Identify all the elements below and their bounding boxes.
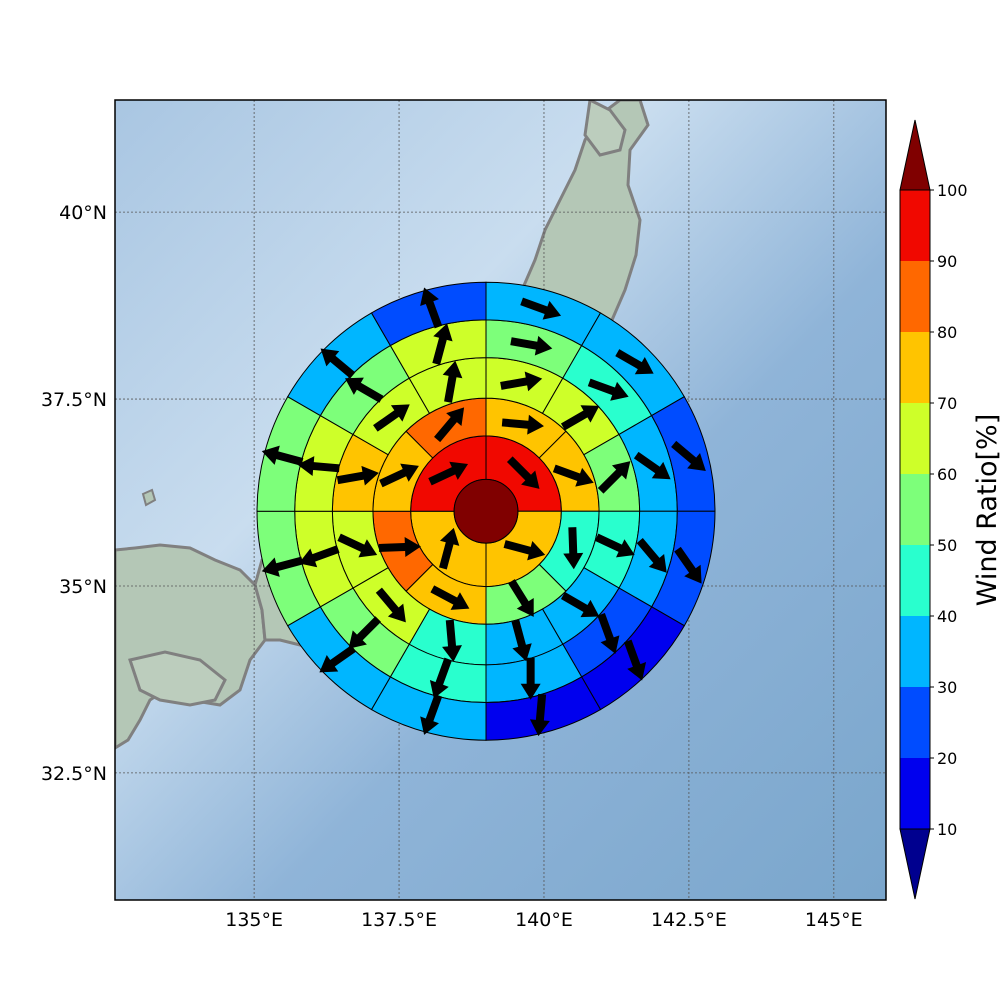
wind-arrow bbox=[261, 445, 304, 466]
wind-arrow bbox=[336, 465, 379, 486]
wind-arrow bbox=[633, 451, 671, 480]
wind-arrow bbox=[563, 527, 584, 570]
wind-arrow bbox=[298, 545, 340, 568]
wind-arrow bbox=[511, 619, 532, 662]
colorbar-tick-label: 20 bbox=[937, 749, 957, 768]
wind-arrow bbox=[261, 556, 304, 577]
wind-arrow bbox=[552, 464, 594, 487]
wind-arrow bbox=[594, 533, 635, 558]
colorbar-under-extension bbox=[899, 828, 931, 900]
wind-arrow bbox=[420, 694, 443, 735]
latitude-tick-label: 37.5°N bbox=[41, 389, 107, 411]
landmass-hokkaido bbox=[583, 100, 627, 157]
wind-arrow bbox=[430, 585, 470, 610]
wind-arrow bbox=[503, 540, 546, 561]
wind-arrow bbox=[674, 546, 702, 584]
longitude-tick-label: 135°E bbox=[225, 909, 283, 931]
wind-arrow bbox=[429, 657, 452, 699]
colorbar-over-extension bbox=[899, 119, 931, 191]
wind-arrow bbox=[442, 360, 463, 403]
colorbar-tick-label: 40 bbox=[937, 607, 957, 626]
latitude-tick-label: 32.5°N bbox=[41, 763, 107, 785]
wind-arrow bbox=[439, 527, 460, 570]
longitude-tick-label: 145°E bbox=[805, 909, 863, 931]
wind-arrow bbox=[442, 619, 462, 662]
colorbar-bin bbox=[900, 758, 930, 829]
colorbar-bin bbox=[900, 190, 930, 261]
wind-arrow bbox=[320, 348, 356, 379]
wind-arrow bbox=[506, 456, 540, 489]
wind-arrow bbox=[529, 693, 550, 737]
latitude-tick-label: 40°N bbox=[59, 202, 107, 224]
latitude-tick-labels: 40°N 37.5°N 35°N 32.5°N bbox=[41, 202, 107, 785]
colorbar-bin bbox=[900, 687, 930, 758]
colorbar-tick-label: 10 bbox=[937, 820, 957, 839]
colorbar: 10 20 30 40 50 60 70 80 90 100 bbox=[899, 119, 968, 900]
wind-arrow bbox=[520, 297, 562, 320]
colorbar-bin bbox=[900, 332, 930, 403]
colorbar-bin bbox=[900, 545, 930, 616]
wind-arrow bbox=[337, 533, 378, 558]
wind-arrow bbox=[624, 639, 647, 681]
wind-arrow bbox=[510, 335, 553, 356]
wind-arrow bbox=[432, 323, 453, 365]
wind-arrow bbox=[379, 463, 419, 488]
wind-arrow bbox=[500, 371, 543, 392]
colorbar-tick-label: 30 bbox=[937, 678, 957, 697]
colorbar-bin bbox=[900, 616, 930, 687]
wind-arrow bbox=[297, 456, 340, 477]
longitude-tick-label: 142.5°E bbox=[651, 909, 727, 931]
colorbar-tick-label: 90 bbox=[937, 252, 957, 271]
colorbar-bin bbox=[900, 403, 930, 474]
colorbar-tick-label: 50 bbox=[937, 536, 957, 555]
wind-arrow bbox=[373, 404, 410, 432]
wind-arrow bbox=[520, 657, 541, 700]
island-oki bbox=[141, 488, 157, 507]
wind-arrow bbox=[587, 378, 629, 401]
wind-arrow bbox=[420, 287, 443, 329]
wind-arrow bbox=[345, 377, 384, 403]
wind-arrow bbox=[671, 440, 706, 471]
longitude-tick-label: 140°E bbox=[515, 909, 573, 931]
wind-arrow bbox=[319, 645, 357, 673]
wind-arrow bbox=[508, 579, 534, 617]
longitude-tick-label: 137.5°E bbox=[361, 909, 437, 931]
colorbar-bin bbox=[900, 261, 930, 332]
wind-arrow bbox=[560, 405, 600, 431]
colorbar-tick-label: 60 bbox=[937, 465, 957, 484]
colorbar-tick-label: 70 bbox=[937, 394, 957, 413]
wind-direction-arrows bbox=[261, 287, 706, 737]
map-frame bbox=[114, 99, 887, 901]
colorbar-frame bbox=[899, 189, 931, 830]
wind-arrow bbox=[597, 613, 620, 654]
colorbar-tick-label: 100 bbox=[937, 181, 968, 200]
colorbar-tick-label: 80 bbox=[937, 323, 957, 342]
longitude-tick-labels: 135°E 137.5°E 140°E 142.5°E 145°E bbox=[225, 909, 862, 931]
center-disc bbox=[453, 478, 519, 544]
map-panel bbox=[114, 99, 887, 901]
wind-arrow bbox=[560, 592, 600, 618]
colorbar-title: Wind Ratio[%] bbox=[972, 414, 1000, 606]
landmass-shikoku bbox=[128, 650, 227, 707]
wind-arrow bbox=[428, 461, 469, 486]
colorbar-bin bbox=[900, 474, 930, 545]
wind-arrow bbox=[501, 414, 544, 435]
wind-arrow bbox=[615, 349, 654, 375]
wind-ratio-sector bbox=[370, 281, 487, 347]
wind-arrow bbox=[348, 616, 382, 649]
latitude-tick-label: 35°N bbox=[59, 576, 107, 598]
wind-arrow bbox=[434, 407, 465, 443]
wind-arrow bbox=[636, 537, 667, 573]
wind-arrow bbox=[375, 587, 406, 623]
wind-arrow bbox=[378, 537, 421, 558]
wind-arrow bbox=[597, 461, 631, 494]
